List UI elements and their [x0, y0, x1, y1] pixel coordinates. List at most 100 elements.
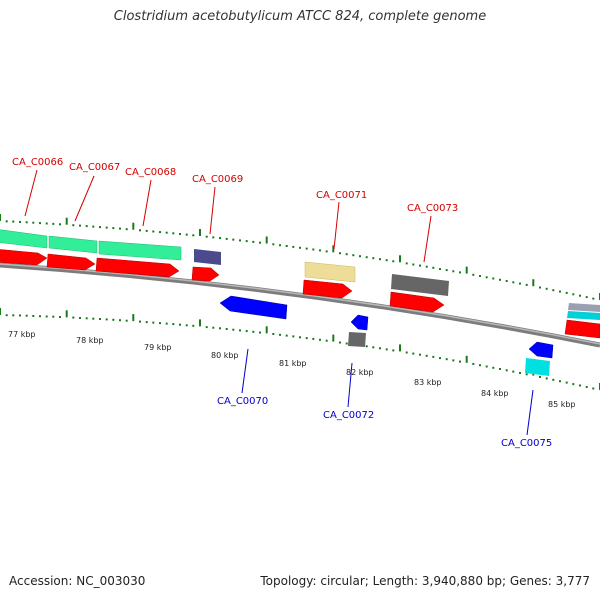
minor-tick-mark: [159, 231, 161, 234]
major-tick-mark: [332, 334, 335, 342]
cog-feature-ca-c0075[interactable]: [525, 358, 550, 376]
gene-label-ca-c0073[interactable]: CA_C0073: [407, 203, 458, 214]
gene-arrow-ca-c0069[interactable]: [191, 266, 220, 282]
minor-tick-mark: [179, 233, 181, 235]
minor-tick-mark: [205, 235, 208, 238]
minor-tick-mark: [359, 255, 361, 258]
leader-ca-c0075: [526, 389, 534, 436]
minor-tick-mark: [252, 330, 255, 333]
minor-tick-mark: [72, 316, 75, 319]
minor-tick-mark: [5, 314, 8, 317]
cog-feature-ca-c0071[interactable]: [304, 261, 356, 283]
cog-feature-edge-2[interactable]: [567, 311, 600, 320]
gene-label-ca-c0071[interactable]: CA_C0071: [316, 190, 367, 201]
minor-tick-mark: [319, 338, 321, 341]
minor-tick-mark: [219, 237, 221, 240]
minor-tick-mark: [339, 341, 341, 344]
gene-arrow-ca-c0075[interactable]: [528, 341, 554, 359]
minor-tick-mark: [539, 376, 541, 378]
gene-arrow-ca-c0068[interactable]: [95, 257, 180, 278]
minor-tick-mark: [112, 318, 115, 321]
minor-tick-mark: [92, 225, 95, 228]
minor-tick-mark: [125, 228, 128, 231]
minor-tick-mark: [59, 223, 61, 226]
minor-tick-mark: [139, 320, 141, 323]
leader-ca-c0067: [74, 175, 95, 222]
scale-label-77: 77 kbp: [8, 330, 36, 339]
gene-label-ca-c0070[interactable]: CA_C0070: [217, 396, 268, 407]
minor-tick-mark: [519, 282, 521, 285]
gene-label-ca-c0072[interactable]: CA_C0072: [323, 410, 374, 421]
minor-tick-mark: [72, 224, 75, 227]
minor-tick-mark: [525, 373, 528, 376]
minor-tick-mark: [425, 354, 428, 357]
minor-tick-mark: [179, 323, 181, 326]
cog-feature-ca-c0072[interactable]: [348, 332, 366, 347]
major-tick-mark: [0, 308, 1, 315]
cog-feature-ca-c0069[interactable]: [194, 249, 221, 265]
minor-tick-mark: [459, 271, 461, 274]
minor-tick-mark: [412, 263, 415, 266]
minor-tick-mark: [145, 229, 148, 232]
minor-tick-mark: [232, 238, 235, 241]
gene-arrow-ca-c0067[interactable]: [46, 253, 96, 271]
minor-tick-mark: [59, 316, 61, 318]
minor-tick-mark: [299, 246, 301, 249]
scale-labels: 77 kbp 78 kbp 79 kbp 80 kbp 81 kbp 82 kb…: [8, 330, 576, 409]
major-tick-mark: [199, 229, 201, 236]
minor-tick-mark: [225, 237, 228, 240]
minor-tick-mark: [159, 322, 161, 325]
cog-feature-ca-c0073[interactable]: [391, 274, 449, 296]
minor-tick-mark: [479, 364, 481, 367]
minor-tick-mark: [305, 247, 308, 250]
minor-tick-mark: [585, 386, 588, 388]
cog-feature-edge-1[interactable]: [568, 303, 600, 312]
scale-label-81: 81 kbp: [279, 359, 307, 368]
leader-ca-c0072: [347, 362, 353, 408]
label-leader-lines: [24, 169, 534, 436]
gene-label-ca-c0069[interactable]: CA_C0069: [192, 174, 243, 185]
minor-tick-mark: [365, 256, 368, 259]
gene-arrow-ca-c0071[interactable]: [302, 279, 353, 299]
minor-tick-mark: [459, 360, 461, 363]
minor-tick-mark: [372, 346, 375, 349]
minor-tick-mark: [405, 262, 408, 265]
minor-tick-mark: [572, 293, 575, 296]
gene-labels: CA_C0066 CA_C0067 CA_C0068 CA_C0069 CA_C…: [12, 157, 552, 449]
minor-tick-mark: [479, 275, 481, 277]
major-tick-mark: [399, 255, 401, 263]
gene-label-ca-c0067[interactable]: CA_C0067: [69, 162, 120, 173]
minor-tick-mark: [272, 243, 275, 246]
gene-arrow-ca-c0066[interactable]: [0, 249, 48, 266]
cog-feature-ca-c0066[interactable]: [0, 229, 48, 249]
minor-tick-mark: [592, 297, 595, 300]
minor-tick-mark: [352, 254, 355, 257]
map-title: Clostridium acetobutylicum ATCC 824, com…: [113, 9, 487, 24]
minor-tick-mark: [205, 326, 208, 329]
cog-feature-ca-c0067[interactable]: [48, 235, 98, 254]
minor-tick-mark: [365, 345, 368, 348]
minor-tick-mark: [492, 366, 495, 369]
minor-tick-mark: [552, 289, 555, 292]
minor-tick-mark: [119, 227, 121, 230]
cog-feature-ca-c0068[interactable]: [98, 240, 182, 261]
scale-label-78: 78 kbp: [76, 336, 104, 345]
minor-tick-mark: [312, 337, 315, 340]
minor-tick-mark: [519, 372, 521, 374]
gene-arrow-ca-c0073[interactable]: [389, 291, 445, 313]
gene-label-ca-c0075[interactable]: CA_C0075: [501, 438, 552, 449]
gene-label-ca-c0066[interactable]: CA_C0066: [12, 157, 63, 168]
minor-tick-mark: [579, 294, 581, 297]
major-tick-mark: [532, 279, 535, 287]
gene-label-ca-c0068[interactable]: CA_C0068: [125, 167, 176, 178]
minor-tick-mark: [372, 257, 375, 260]
minor-tick-mark: [125, 319, 128, 322]
minor-tick-mark: [19, 221, 21, 223]
minor-tick-mark: [545, 377, 548, 380]
gene-arrow-edge[interactable]: [564, 319, 600, 339]
minor-tick-mark: [239, 329, 241, 332]
minor-tick-mark: [505, 280, 508, 282]
gene-arrow-ca-c0072[interactable]: [350, 314, 369, 331]
gene-arrow-ca-c0070[interactable]: [219, 295, 288, 320]
accession-text: Accession: NC_003030: [9, 574, 146, 588]
